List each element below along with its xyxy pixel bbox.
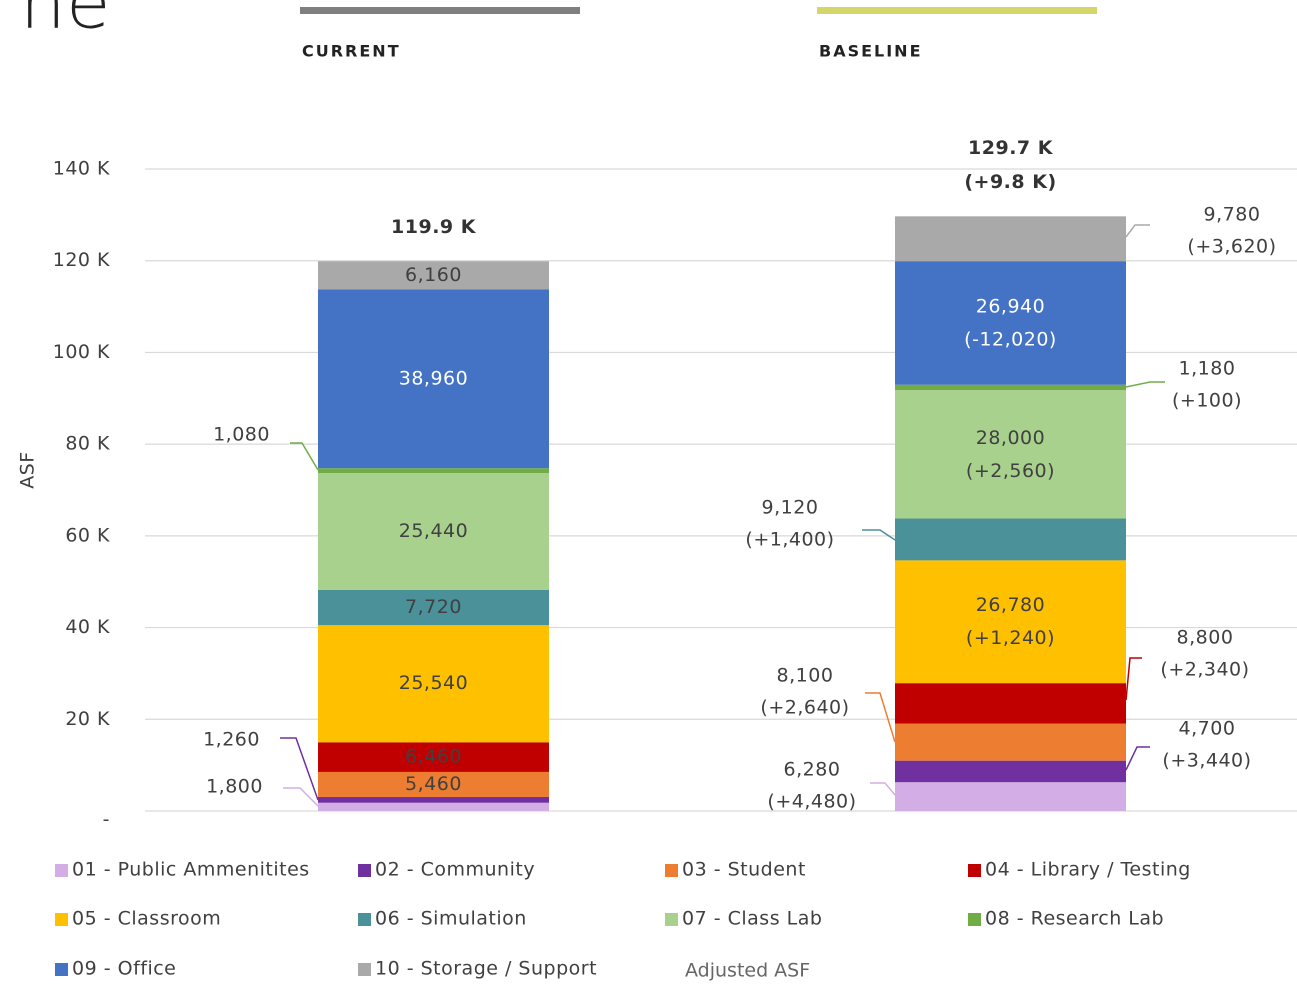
y-tick-label: 120 K [53,249,110,271]
bar-segment [318,289,549,469]
legend-note: Adjusted ASF [685,960,810,982]
bar-segment [318,473,549,590]
bar-segment [895,760,1126,783]
y-tick-label: 140 K [53,158,110,180]
bar-segment [895,683,1126,724]
legend-label: 07 - Class Lab [682,908,822,930]
change-label: (+2,640) [760,697,849,719]
bar-segment [318,802,549,811]
y-tick-label: - [103,809,110,831]
leader-line [1125,381,1165,388]
change-label: (+3,620) [1187,236,1276,258]
legend-swatch [665,864,678,877]
data-label: 25,540 [399,672,468,694]
change-label: (+100) [1172,390,1242,412]
category-swatch [300,7,580,14]
y-tick-label: 20 K [65,708,110,730]
bar-segment [318,468,549,474]
data-label: 9,120 [762,497,819,519]
data-label: 8,100 [777,665,834,687]
data-label: 7,720 [405,596,462,618]
legend-swatch [358,864,371,877]
data-label: 1,080 [213,424,270,446]
legend-swatch [55,963,68,976]
data-label: 6,460 [405,746,462,768]
bar-segment [318,625,549,743]
leader-line [1125,746,1150,771]
total-label: 119.9 K [391,216,477,238]
y-tick-label: 40 K [65,616,110,638]
leader-line [865,692,896,743]
bar-segment [318,796,549,803]
data-label: 5,460 [405,773,462,795]
data-label: 1,180 [1179,358,1236,380]
y-axis-label: ASF [17,451,39,489]
data-label: 28,000 [976,427,1045,449]
change-label: (+3,440) [1162,750,1251,772]
bar-segment [895,518,1126,561]
bar-segment [318,261,549,290]
change-label: (+1,240) [966,627,1055,649]
legend-label: 09 - Office [72,958,176,980]
bar-segment [895,782,1126,811]
data-label: 1,260 [203,729,260,751]
category-swatch [817,7,1097,14]
legend-swatch [358,963,371,976]
bar-segment [318,771,549,797]
legend-swatch [968,864,981,877]
category-label: BASELINE [819,42,923,61]
bar-segment [895,261,1126,385]
data-label: 38,960 [399,367,468,389]
legend-label: 06 - Simulation [375,908,527,930]
legend-swatch [358,913,371,926]
bar-segment [895,390,1126,519]
data-label: 9,780 [1204,204,1261,226]
legend-label: 04 - Library / Testing [985,859,1191,881]
leader-line [1125,224,1150,238]
bar-segment [895,216,1126,262]
legend-label: 02 - Community [375,859,535,881]
total-label: 129.7 K [968,137,1054,159]
change-label: (+4,480) [767,791,856,813]
leader-line [283,787,319,807]
y-tick-label: 80 K [65,433,110,455]
legend-swatch [968,913,981,926]
bar-segment [318,742,549,772]
legend-label: 10 - Storage / Support [375,958,597,980]
y-tick-label: 60 K [65,524,110,546]
data-label: 6,160 [405,264,462,286]
data-label: 6,280 [784,759,841,781]
data-label: 8,800 [1177,627,1234,649]
data-label: 25,440 [399,520,468,542]
data-label: 4,700 [1179,718,1236,740]
change-label: (+2,340) [1160,659,1249,681]
legend-swatch [665,913,678,926]
data-label: 26,780 [976,594,1045,616]
bar-segment [895,384,1126,391]
data-label: 26,940 [976,295,1045,317]
bar-segment [318,589,549,626]
data-label: 1,800 [206,776,263,798]
total-change: (+9.8 K) [964,171,1056,193]
leader-line [862,529,896,541]
leader-line [290,442,319,471]
change-label: (-12,020) [964,328,1057,350]
change-label: (+1,400) [745,529,834,551]
legend-swatch [55,864,68,877]
bar-segment [895,560,1126,684]
change-label: (+2,560) [966,460,1055,482]
legend-label: 01 - Public Ammenitites [72,859,310,881]
legend-label: 05 - Classroom [72,908,221,930]
leader-line [1125,657,1142,701]
leader-line [870,782,896,796]
legend-label: 03 - Student [682,859,806,881]
legend-swatch [55,913,68,926]
bar-segment [895,723,1126,761]
category-label: CURRENT [302,42,401,61]
y-tick-label: 100 K [53,341,110,363]
leader-line [280,737,319,801]
title: ne [20,0,111,45]
legend-label: 08 - Research Lab [985,908,1164,930]
